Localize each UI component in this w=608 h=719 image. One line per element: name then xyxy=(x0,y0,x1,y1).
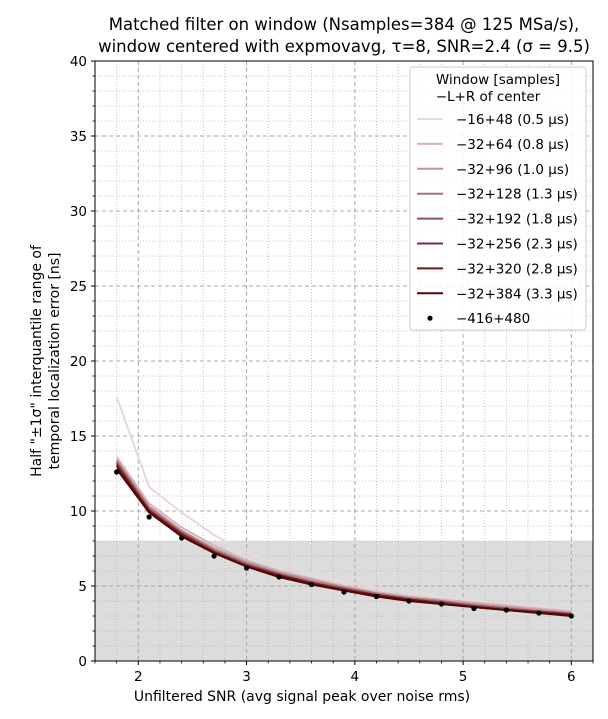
y-axis-label-line1: Half "±1σ" interquantile range of xyxy=(29,244,45,477)
y-tick-label: 10 xyxy=(70,504,87,520)
marker-point xyxy=(146,514,152,520)
chart-title: Matched filter on window (Nsamples=384 @… xyxy=(109,15,580,34)
legend-label: −32+128 (1.3 μs) xyxy=(456,187,578,203)
axis-ticks: 2 3 4 5 6 0 5 10 15 20 25 30 35 40 xyxy=(70,54,594,685)
legend-entry: −32+256 (2.3 μs) xyxy=(417,237,578,253)
x-tick-label: 3 xyxy=(242,669,251,685)
legend-marker xyxy=(427,315,433,321)
legend-title-line2: −L+R of center xyxy=(436,89,541,105)
legend-label: −32+96 (1.0 μs) xyxy=(456,162,569,178)
x-axis-label: Unfiltered SNR (avg signal peak over noi… xyxy=(134,689,470,705)
legend-label: −416+480 xyxy=(456,311,530,327)
marker-point xyxy=(536,610,542,616)
marker-point xyxy=(503,607,509,613)
marker-point xyxy=(568,613,574,619)
y-tick-label: 35 xyxy=(70,129,87,145)
x-tick-label: 6 xyxy=(567,669,576,685)
legend: Window [samples] −L+R of center −16+48 (… xyxy=(409,66,587,331)
marker-point xyxy=(211,553,217,559)
series-layer xyxy=(114,396,574,619)
legend-label: −32+320 (2.8 μs) xyxy=(456,261,578,277)
legend-label: −16+48 (0.5 μs) xyxy=(456,112,569,128)
y-tick-label: 0 xyxy=(78,654,87,670)
legend-title-line1: Window [samples] xyxy=(436,72,560,88)
marker-point xyxy=(471,605,477,612)
legend-entry: −32+320 (2.8 μs) xyxy=(417,261,578,277)
marker-point xyxy=(341,589,347,595)
y-tick-label: 25 xyxy=(70,279,87,295)
marker-point xyxy=(373,593,380,600)
legend-entry: −32+96 (1.0 μs) xyxy=(417,162,569,178)
x-tick-label: 5 xyxy=(459,669,468,685)
legend-entry: −416+480 xyxy=(427,311,530,327)
x-tick-label: 4 xyxy=(351,669,360,685)
marker-point xyxy=(243,565,250,571)
marker-point xyxy=(308,581,315,588)
series-line-2 xyxy=(115,456,572,613)
y-axis-label-line2: temporal localization error [ns] xyxy=(47,252,63,469)
marker-point xyxy=(438,601,445,607)
legend-label: −32+64 (0.8 μs) xyxy=(456,137,569,153)
y-tick-label: 15 xyxy=(70,429,87,445)
legend-entry: −32+192 (1.8 μs) xyxy=(417,212,578,228)
y-tick-label: 30 xyxy=(70,204,87,220)
y-tick-label: 20 xyxy=(70,354,87,370)
marker-point xyxy=(406,598,412,604)
series-line-1 xyxy=(115,396,572,611)
legend-label: −32+384 (3.3 μs) xyxy=(456,286,578,302)
legend-label: −32+192 (1.8 μs) xyxy=(456,212,578,228)
marker-point xyxy=(276,574,282,580)
legend-box xyxy=(409,66,587,331)
legend-entry: −16+48 (0.5 μs) xyxy=(417,112,569,128)
x-tick-label: 2 xyxy=(134,669,143,685)
y-tick-label: 5 xyxy=(78,579,87,595)
marker-point xyxy=(179,535,185,541)
legend-entry: −32+128 (1.3 μs) xyxy=(417,187,578,203)
legend-entry: −32+64 (0.8 μs) xyxy=(417,137,569,153)
legend-entry: −32+384 (3.3 μs) xyxy=(417,286,578,302)
legend-label: −32+256 (2.3 μs) xyxy=(456,237,578,253)
chart-subtitle: window centered with expmovavg, τ=8, SNR… xyxy=(98,37,590,56)
marker-point xyxy=(114,469,120,475)
y-tick-label: 40 xyxy=(70,54,87,70)
